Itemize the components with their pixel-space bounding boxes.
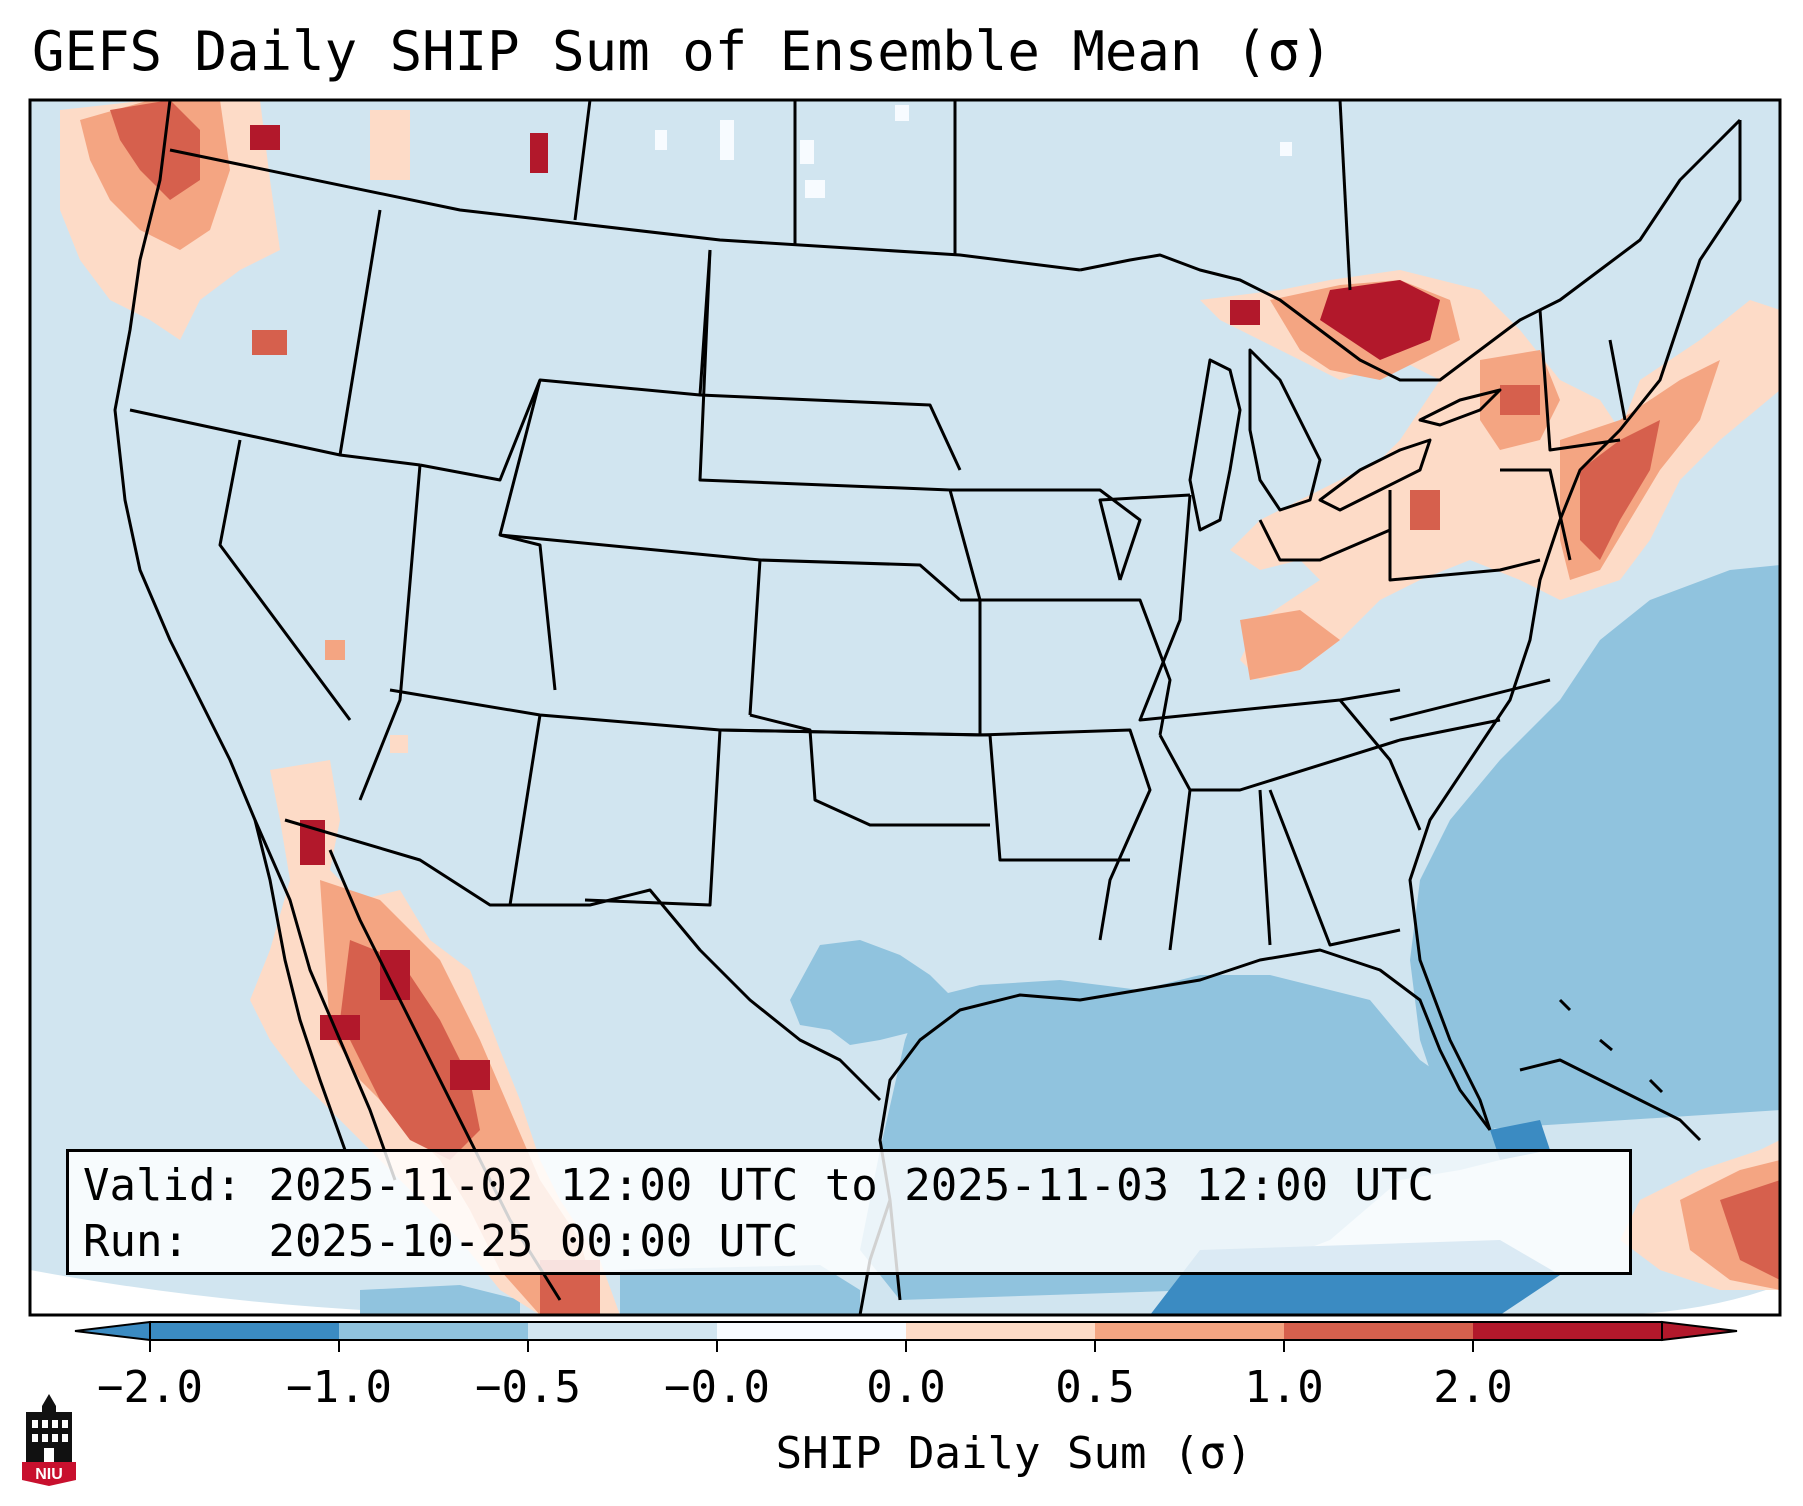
valid-value: 2025-11-02 12:00 UTC to 2025-11-03 12:00…: [268, 1160, 1435, 1211]
page-title: GEFS Daily SHIP Sum of Ensemble Mean (σ): [32, 20, 1333, 83]
logo-text: NIU: [35, 1466, 63, 1483]
colorbar-tick-label: 0.0: [866, 1362, 946, 1413]
colorbar-segment: [717, 1322, 906, 1340]
colorbar-segment: [1095, 1322, 1284, 1340]
colorbar-segment: [1473, 1322, 1662, 1340]
colorbar-segment: [339, 1322, 528, 1340]
colorbar-tick-label: −1.0: [286, 1362, 392, 1413]
texas-anomaly: [790, 940, 955, 1045]
colorbar-tick-label: −0.5: [475, 1362, 581, 1413]
caribbean-anomaly: [1620, 1140, 1780, 1290]
valid-label: Valid:: [83, 1160, 242, 1211]
colorbar-segment: [150, 1322, 339, 1340]
colorbar-extend-low: [74, 1320, 151, 1342]
colorbar-tick-label: 2.0: [1433, 1362, 1513, 1413]
northeast-anomaly: [1200, 270, 1780, 680]
colorbar-tick-label: −0.0: [664, 1362, 770, 1413]
colorbar-segment: [528, 1322, 717, 1340]
colorbar-tick-label: 1.0: [1244, 1362, 1324, 1413]
niu-logo: NIU: [22, 1394, 76, 1486]
colorbar: [74, 1320, 1738, 1352]
run-value: 2025-10-25 00:00 UTC: [268, 1216, 799, 1267]
colorbar-label: SHIP Daily Sum (σ): [775, 1428, 1253, 1479]
colorbar-segment: [906, 1322, 1095, 1340]
colorbar-extend-high: [1661, 1320, 1738, 1342]
info-box: Valid: 2025-11-02 12:00 UTC to 2025-11-0…: [66, 1149, 1632, 1275]
colorbar-tick-label: 0.5: [1055, 1362, 1135, 1413]
run-label: Run:: [83, 1216, 189, 1267]
colorbar-tick-label: −2.0: [97, 1362, 203, 1413]
map-area: [28, 98, 1782, 1317]
atlantic-anomaly: [1410, 565, 1780, 1130]
colorbar-segment: [1284, 1322, 1473, 1340]
